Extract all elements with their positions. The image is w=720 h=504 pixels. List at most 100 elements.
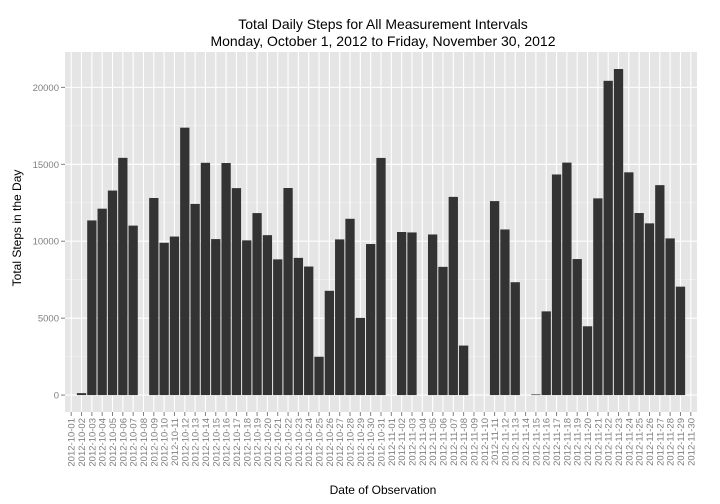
bar [366,244,376,396]
x-tick-label: 2012-10-24 [304,418,315,467]
x-tick-label: 2012-10-21 [273,418,284,467]
x-tick-label: 2012-10-14 [201,418,212,467]
bar [304,266,314,396]
bar [489,201,500,396]
bar [107,190,118,396]
x-tick-label: 2012-10-18 [242,418,253,467]
bar [262,235,273,396]
x-tick-label: 2012-11-24 [624,418,635,466]
bar [603,80,613,396]
bar [541,311,551,396]
bar [293,257,304,396]
x-tick-label: 2012-11-17 [552,418,563,466]
bar [211,239,221,396]
x-tick-label: 2012-10-09 [149,418,160,467]
bar [613,69,624,396]
x-tick-label: 2012-11-28 [666,418,677,466]
bar [97,208,107,396]
x-tick-label: 2012-10-28 [346,418,357,467]
bar [644,223,655,396]
chart-subtitle: Monday, October 1, 2012 to Friday, Novem… [210,33,555,49]
x-tick-label: 2012-10-10 [160,418,171,467]
x-tick-label: 2012-10-23 [294,418,305,467]
bar [531,394,541,396]
x-tick-label: 2012-11-12 [500,418,511,466]
bar [448,196,458,396]
x-tick-label: 2012-10-20 [263,418,274,467]
x-tick-label: 2012-11-25 [635,418,646,466]
x-tick-label: 2012-10-22 [284,418,295,467]
x-tick-label: 2012-11-21 [593,418,604,466]
bar [458,345,469,396]
bar [87,220,97,396]
x-axis: 2012-10-01 2012-10-02 2012-10-03 2012-10-04… [67,412,697,467]
bar [314,356,324,396]
x-tick-label: 2012-11-11 [490,418,501,465]
bar [283,188,293,396]
bar [118,157,128,396]
x-tick-label: 2012-11-16 [542,418,553,466]
x-tick-label: 2012-10-16 [222,418,233,467]
x-tick-label: 2012-11-10 [480,418,491,466]
x-tick-label: 2012-10-04 [98,418,109,467]
x-tick-label: 2012-11-30 [686,418,697,466]
y-tick-label: 5000 [38,314,59,325]
y-axis: 0 5000 10000 15000 20000 [33,83,65,402]
x-tick-label: 2012-10-06 [118,418,129,467]
bar [675,286,686,396]
bar [397,232,407,396]
bar [624,172,634,396]
x-tick-label: 2012-10-05 [108,418,119,467]
bar [427,234,438,396]
bar [355,317,365,396]
x-tick-label: 2012-11-14 [521,418,532,466]
y-tick-label: 15000 [33,160,59,171]
x-tick-label: 2012-11-22 [604,418,615,466]
x-tick-label: 2012-11-29 [676,418,687,466]
x-tick-label: 2012-11-05 [428,418,439,466]
bar [200,162,211,396]
bar [180,127,190,396]
x-tick-label: 2012-11-26 [645,418,656,466]
bar [438,266,448,396]
x-tick-label: 2012-10-07 [129,418,140,467]
bar [231,188,242,396]
bar [376,157,386,396]
bar [324,290,335,396]
x-tick-label: 2012-11-27 [655,418,666,466]
x-tick-label: 2012-11-07 [449,418,460,466]
x-tick-label: 2012-11-02 [397,418,408,466]
x-tick-label: 2012-11-03 [407,418,418,466]
x-tick-label: 2012-10-29 [356,418,367,467]
bar [252,213,262,396]
x-tick-label: 2012-10-03 [87,418,98,467]
bar [345,218,355,396]
x-tick-label: 2012-11-08 [459,418,470,466]
bar [190,203,200,396]
x-tick-label: 2012-11-01 [387,418,398,466]
x-tick-label: 2012-10-13 [191,418,202,467]
x-tick-label: 2012-11-19 [573,418,584,466]
bar [169,236,180,396]
bar [551,174,562,396]
x-axis-title: Date of Observation [330,483,437,497]
x-tick-label: 2012-10-15 [211,418,222,467]
bar [221,163,231,396]
x-tick-label: 2012-10-19 [253,418,264,467]
bar [159,242,169,396]
bar [335,239,345,396]
y-tick-label: 0 [54,391,59,402]
x-tick-label: 2012-10-01 [67,418,78,467]
x-tick-label: 2012-11-18 [562,418,573,466]
bar [572,259,582,396]
x-tick-label: 2012-10-26 [325,418,336,467]
bar [407,232,417,396]
bar [582,326,593,396]
x-tick-label: 2012-11-13 [511,418,522,466]
y-tick-label: 20000 [33,83,59,94]
bars [76,69,686,396]
bar [76,393,87,396]
bar [242,240,252,396]
x-tick-label: 2012-10-08 [139,418,150,467]
x-tick-label: 2012-10-30 [366,418,377,467]
